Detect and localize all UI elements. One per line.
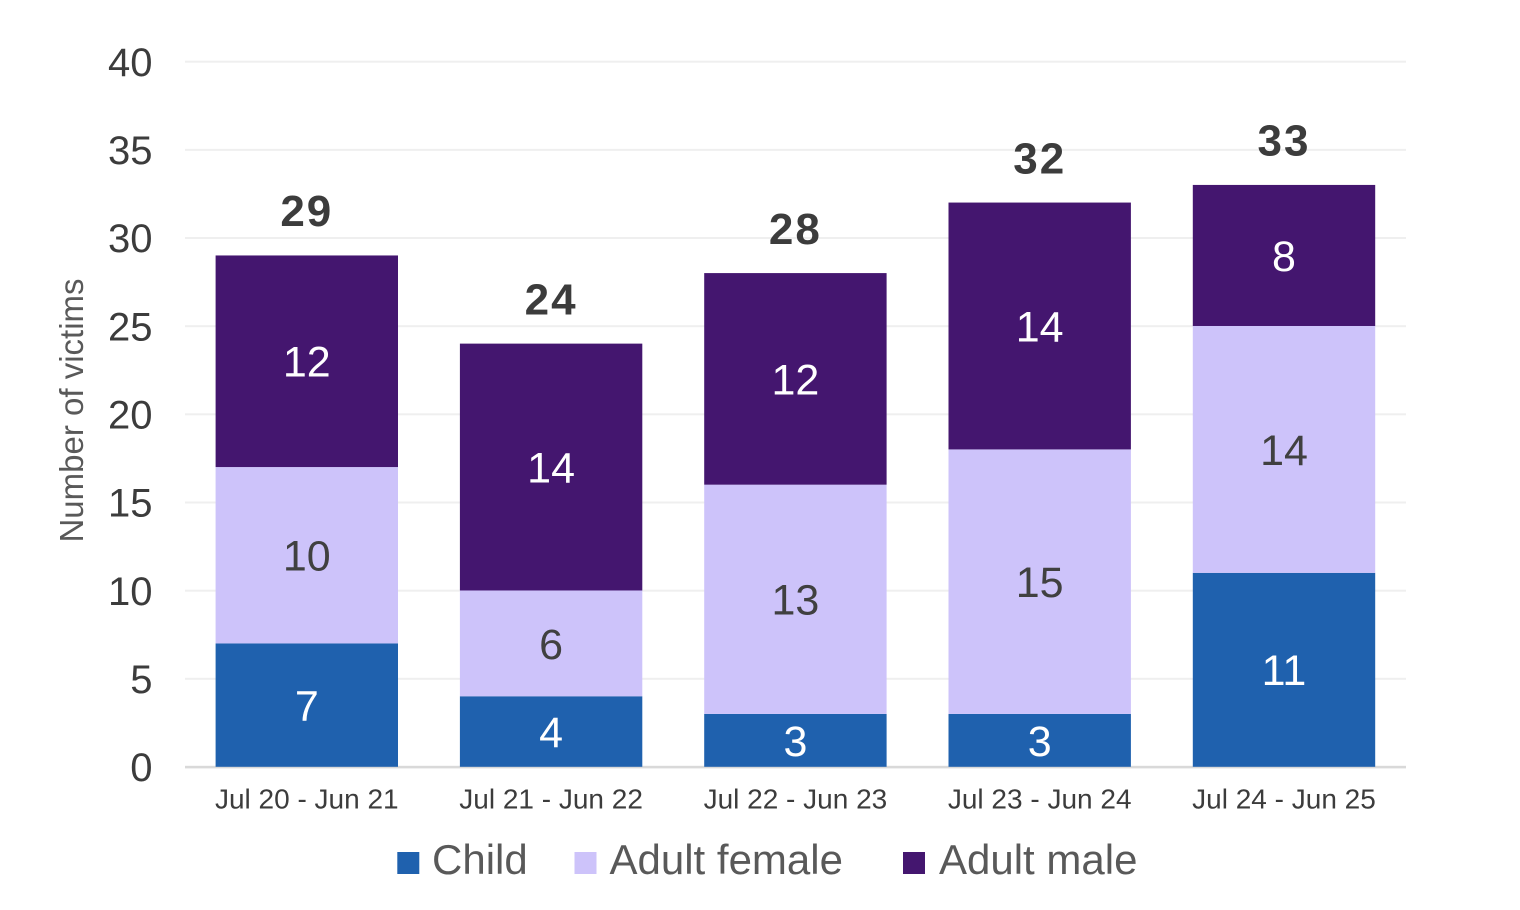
- svg-text:12: 12: [283, 339, 331, 387]
- svg-text:0: 0: [130, 746, 152, 790]
- svg-text:11: 11: [1262, 647, 1307, 695]
- svg-text:5: 5: [130, 658, 152, 702]
- svg-text:33: 33: [1258, 117, 1311, 166]
- svg-text:Adult male: Adult male: [939, 836, 1137, 883]
- svg-text:Jul 21 - Jun 22: Jul 21 - Jun 22: [459, 784, 643, 815]
- svg-text:35: 35: [108, 129, 153, 173]
- svg-text:4: 4: [539, 709, 563, 757]
- svg-text:14: 14: [527, 444, 575, 492]
- svg-text:Jul 20 - Jun 21: Jul 20 - Jun 21: [215, 784, 399, 815]
- svg-text:12: 12: [771, 356, 819, 404]
- svg-text:14: 14: [1016, 303, 1064, 351]
- svg-text:15: 15: [108, 482, 153, 526]
- svg-text:7: 7: [295, 683, 319, 731]
- svg-text:40: 40: [108, 41, 153, 85]
- svg-text:10: 10: [108, 570, 153, 614]
- svg-text:24: 24: [525, 275, 578, 324]
- svg-text:Adult female: Adult female: [610, 836, 843, 883]
- svg-text:Jul 22 - Jun 23: Jul 22 - Jun 23: [704, 784, 888, 815]
- svg-text:Child: Child: [432, 836, 528, 883]
- svg-text:14: 14: [1260, 427, 1308, 475]
- svg-text:15: 15: [1016, 559, 1064, 607]
- svg-text:Number of victims: Number of victims: [53, 278, 90, 542]
- svg-text:6: 6: [539, 621, 563, 669]
- svg-text:10: 10: [283, 533, 331, 581]
- svg-text:13: 13: [771, 577, 819, 625]
- svg-text:8: 8: [1272, 233, 1296, 281]
- svg-text:Jul 24 - Jun 25: Jul 24 - Jun 25: [1192, 784, 1376, 815]
- svg-text:32: 32: [1013, 134, 1066, 183]
- svg-text:25: 25: [108, 305, 153, 349]
- svg-text:30: 30: [108, 217, 153, 261]
- svg-text:Jul 23 - Jun 24: Jul 23 - Jun 24: [948, 784, 1132, 815]
- svg-text:3: 3: [1028, 718, 1052, 766]
- svg-text:3: 3: [783, 718, 807, 766]
- svg-text:29: 29: [280, 187, 333, 236]
- svg-text:28: 28: [769, 205, 822, 254]
- svg-text:20: 20: [108, 394, 153, 438]
